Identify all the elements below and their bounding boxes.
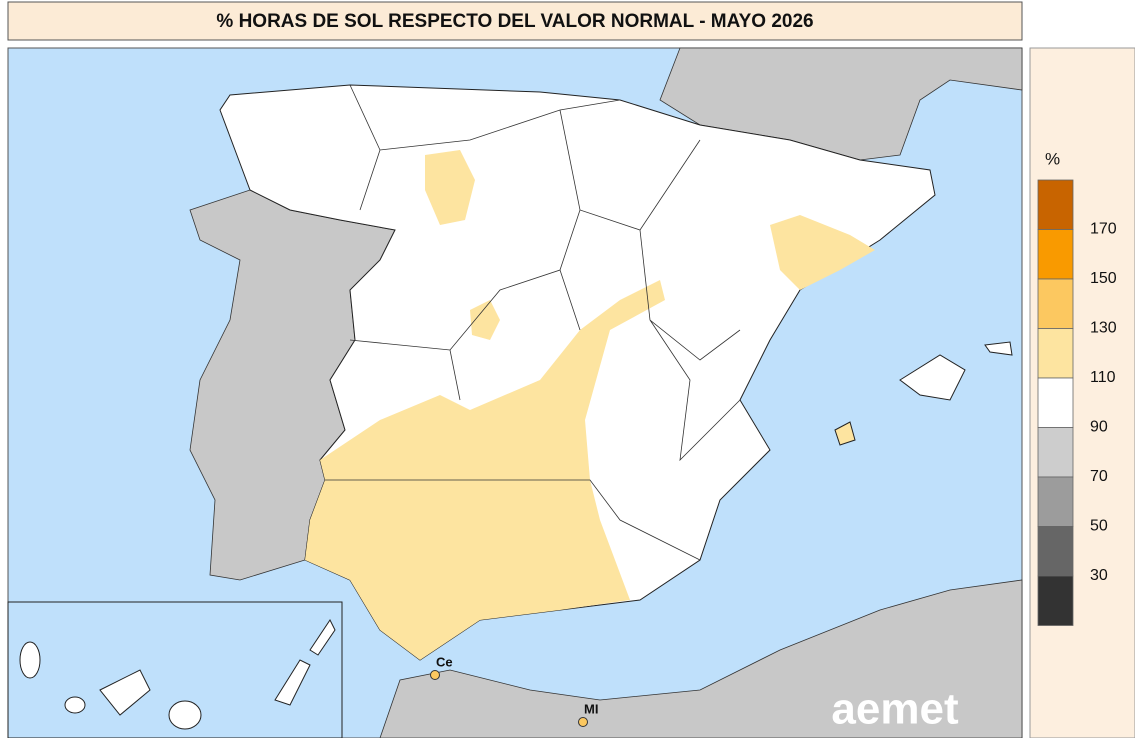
france — [659, 47, 1023, 161]
sunny-north — [425, 150, 475, 225]
place-label: MI — [584, 701, 598, 716]
title-bar — [7, 1, 1023, 41]
mallorca — [899, 354, 966, 401]
place-marker — [578, 717, 588, 727]
legend: 170 150 130 110 90 70 50 30 — [1037, 179, 1117, 626]
ibiza — [834, 421, 856, 446]
legend-label: 170 — [1090, 221, 1117, 238]
legend-swatch — [1037, 427, 1074, 478]
legend-swatch — [1037, 476, 1074, 527]
sunny-south — [305, 280, 665, 660]
legend-swatch — [1037, 377, 1074, 428]
legend-label: 110 — [1090, 369, 1116, 386]
legend-label: 50 — [1090, 518, 1108, 535]
sunny-center — [470, 300, 500, 340]
logo: aemet — [831, 685, 959, 734]
sunny-northeast — [770, 215, 875, 290]
legend-swatch — [1037, 328, 1074, 379]
menorca — [984, 341, 1013, 356]
legend-swatch — [1037, 229, 1074, 280]
legend-unit: % — [1045, 149, 1060, 168]
legend-label: 70 — [1090, 468, 1108, 485]
places: Ce MI — [430, 654, 598, 727]
region-borders — [325, 84, 741, 561]
africa — [379, 579, 1023, 738]
legend-swatch — [1037, 526, 1074, 577]
place-label: Ce — [436, 654, 453, 669]
legend-swatch — [1037, 278, 1074, 329]
legend-label: 90 — [1090, 419, 1108, 436]
legend-label: 30 — [1090, 567, 1108, 584]
place-marker — [430, 670, 440, 680]
canary-islands — [19, 619, 336, 730]
legend-swatch — [1037, 575, 1074, 626]
legend-swatch — [1037, 179, 1074, 230]
title: % HORAS DE SOL RESPECTO DEL VALOR NORMAL… — [216, 11, 813, 32]
legend-label: 130 — [1090, 320, 1117, 337]
legend-label: 150 — [1090, 270, 1117, 287]
